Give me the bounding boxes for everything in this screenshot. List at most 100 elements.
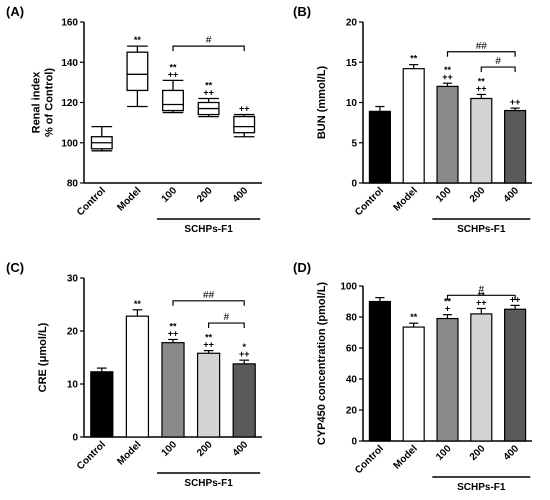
y-tick-label: 30 <box>67 274 79 285</box>
comparison-label: ## <box>203 290 215 301</box>
panel-label: (B) <box>293 4 311 19</box>
y-tick-label: 15 <box>346 58 358 69</box>
group-label: SCHPs-F1 <box>457 482 506 493</box>
x-tick-label: Model <box>115 439 143 467</box>
group-label: SCHPs-F1 <box>184 224 233 235</box>
y-tick-label: 100 <box>61 138 78 149</box>
comparison-bracket <box>446 51 516 57</box>
significance-mark: ** <box>205 80 213 90</box>
y-tick-label: 40 <box>346 375 358 386</box>
significance-mark: ++ <box>239 349 250 359</box>
bar <box>368 300 391 442</box>
x-tick-label: Model <box>392 185 420 213</box>
x-tick-label: 100 <box>434 185 454 205</box>
significance-mark: ** <box>205 333 213 343</box>
bar <box>402 326 425 442</box>
y-tick-label: 20 <box>67 327 79 338</box>
x-tick-label: 400 <box>231 439 251 459</box>
x-tick-label: 400 <box>502 443 522 463</box>
comparison-bracket <box>208 322 245 329</box>
y-tick-label: 10 <box>67 380 79 391</box>
x-tick-label: Control <box>353 185 386 218</box>
significance-mark: ++ <box>510 97 521 107</box>
significance-mark: ** <box>444 65 452 75</box>
x-tick-label: Control <box>75 439 108 472</box>
x-tick-label: 400 <box>231 185 251 205</box>
x-tick-label: Model <box>115 185 143 213</box>
significance-mark: ++ <box>203 87 214 97</box>
significance-mark: + <box>445 304 450 314</box>
bar <box>436 317 459 442</box>
comparison-label: # <box>224 312 230 323</box>
box <box>162 89 184 112</box>
y-tick-label: 20 <box>346 18 358 29</box>
panel-label: (C) <box>6 260 24 275</box>
y-tick-label: 0 <box>72 433 78 444</box>
panel-2: (B) 0 5 10 15 20 BUN (mmol/L) Control Model 100 20… <box>293 4 532 235</box>
panel-4: (D) 0 20 40 60 80 100 CYP450 concentration (pmo… <box>293 260 532 493</box>
y-axis-title: CYP450 concentration (pmol/L) <box>316 282 328 446</box>
x-tick-label: 400 <box>502 185 522 205</box>
y-axis-title: Renal index <box>31 71 43 134</box>
box <box>126 51 149 92</box>
bar <box>161 342 185 438</box>
bar <box>232 363 256 438</box>
significance-mark: ** <box>478 76 486 86</box>
comparison-label: # <box>206 35 212 46</box>
bar <box>368 110 391 184</box>
significance-mark: ** <box>410 54 418 64</box>
y-tick-label: 160 <box>61 18 78 29</box>
y-tick-label: 140 <box>61 58 78 69</box>
x-tick-label: 200 <box>195 185 215 205</box>
x-tick-label: 100 <box>160 439 180 459</box>
y-axis-title: % of Control) <box>44 68 56 137</box>
box <box>233 115 256 134</box>
significance-mark: ** <box>169 62 177 72</box>
significance-mark: ** <box>444 297 452 307</box>
y-tick-label: 80 <box>67 179 79 190</box>
significance-mark: ++ <box>239 104 250 114</box>
significance-mark: ++ <box>168 328 179 338</box>
x-tick-label: 100 <box>434 443 454 463</box>
comparison-label: ## <box>476 41 488 52</box>
panel-3: (C) 0 10 20 30 CRE (μmol/L) Control Model 100 200… <box>6 260 262 489</box>
comparison-bracket <box>480 66 516 73</box>
y-tick-label: 20 <box>346 406 358 417</box>
significance-mark: ** <box>410 312 418 322</box>
bar <box>196 352 221 438</box>
significance-mark: * <box>242 342 246 352</box>
significance-mark: ** <box>134 35 142 45</box>
bar <box>504 109 527 184</box>
x-tick-label: Control <box>353 443 386 476</box>
bar <box>504 308 527 442</box>
bar <box>470 313 493 442</box>
y-tick-label: 0 <box>351 437 357 448</box>
bar <box>90 371 114 438</box>
significance-mark: ++ <box>476 83 487 93</box>
y-tick-label: 60 <box>346 344 358 355</box>
comparison-label: # <box>479 284 485 295</box>
y-axis-title: BUN (mmol/L) <box>316 66 328 140</box>
y-tick-label: 80 <box>346 313 358 324</box>
y-tick-label: 5 <box>351 138 357 149</box>
panel-1: (A) 80 100 120 140 160 Renal index% of Control… <box>6 4 262 235</box>
comparison-label: # <box>495 56 501 67</box>
group-label: SCHPs-F1 <box>184 478 233 489</box>
panel-label: (A) <box>6 4 24 19</box>
significance-mark: ++ <box>476 297 487 307</box>
bar <box>470 97 493 184</box>
y-tick-label: 10 <box>346 98 358 109</box>
x-tick-label: 200 <box>195 439 215 459</box>
significance-mark: ** <box>169 321 177 331</box>
significance-mark: ++ <box>168 69 179 79</box>
y-tick-label: 0 <box>351 179 357 190</box>
comparison-bracket <box>172 300 245 306</box>
panel-label: (D) <box>293 260 311 275</box>
y-axis-title: CRE (μmol/L) <box>37 322 49 392</box>
bar <box>125 315 150 438</box>
significance-mark: ** <box>134 299 142 309</box>
group-label: SCHPs-F1 <box>457 224 506 235</box>
comparison-bracket <box>446 294 516 301</box>
comparison-bracket <box>172 45 245 52</box>
